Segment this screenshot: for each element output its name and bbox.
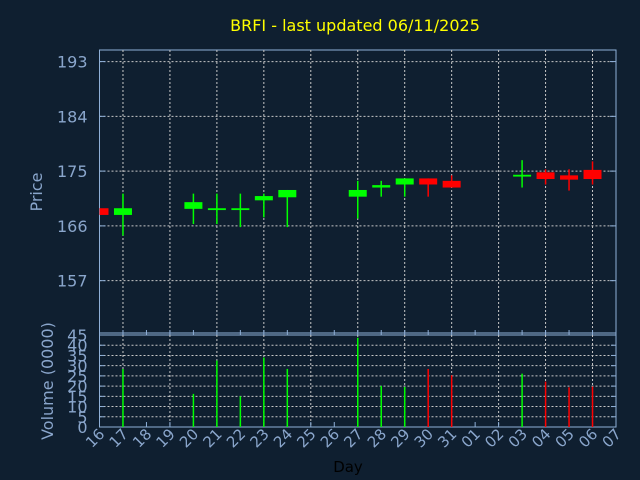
- volume-tick-label: 25: [67, 367, 87, 386]
- x-tick-label: 06: [575, 425, 601, 451]
- x-tick-label: 17: [106, 425, 132, 451]
- price-tick-label: 157: [57, 272, 88, 291]
- x-tick-label: 03: [505, 425, 531, 451]
- candle-body: [583, 169, 602, 180]
- x-tick-label: 04: [528, 425, 554, 451]
- candle-body: [442, 180, 461, 188]
- chart-title: BRFI - last updated 06/11/2025: [230, 16, 480, 35]
- x-tick-label: 02: [481, 425, 507, 451]
- x-tick-label: 19: [153, 425, 179, 451]
- candle-body: [372, 185, 391, 188]
- price-panel: 157 166 175 184 193: [57, 49, 617, 334]
- x-axis-label: Day: [333, 458, 363, 476]
- volume-tick-label: 10: [67, 398, 87, 417]
- x-tick-label: 05: [552, 425, 578, 451]
- x-tick-label: 28: [364, 425, 390, 451]
- volume-tick-label: 45: [67, 326, 87, 345]
- price-tick-label: 166: [57, 217, 88, 236]
- price-tick-label: 175: [57, 162, 88, 181]
- candle-body: [348, 189, 367, 197]
- price-axis-label: Price: [27, 172, 46, 211]
- x-tick-label: 22: [223, 425, 249, 451]
- candles: [99, 160, 602, 236]
- x-tick-label: 30: [411, 425, 437, 451]
- candle-body: [419, 178, 438, 185]
- candle-body: [560, 175, 579, 180]
- x-tick-label: 07: [599, 425, 625, 451]
- x-tick-label: 27: [340, 425, 366, 451]
- candle-body: [113, 208, 132, 215]
- volume-tick-label: 35: [67, 346, 87, 365]
- x-tick-label: 29: [387, 425, 413, 451]
- x-tick-label: 18: [129, 425, 155, 451]
- volume-tick-label: 5: [77, 408, 87, 427]
- candle-body: [536, 172, 555, 180]
- price-tick-label: 184: [57, 107, 88, 126]
- candle-body: [231, 208, 250, 211]
- candle-body: [395, 178, 414, 185]
- candle-body: [207, 208, 226, 211]
- price-tick-label: 193: [57, 53, 88, 72]
- volume-axis-label: Volume (0000): [38, 322, 57, 440]
- x-tick-label: 26: [317, 425, 343, 451]
- candle-body: [513, 174, 532, 177]
- x-tick-label: 01: [458, 425, 484, 451]
- x-tick-label: 25: [293, 425, 319, 451]
- volume-tick-label: 20: [67, 377, 87, 396]
- x-tick-label: 21: [199, 425, 225, 451]
- volume-panel: 0510152025303540451617181920212223242526…: [67, 326, 625, 451]
- volume-tick-label: 0: [77, 418, 87, 437]
- candle-body: [184, 202, 203, 209]
- candle-body: [254, 196, 273, 201]
- x-tick-label: 31: [434, 425, 460, 451]
- candle-body: [99, 208, 109, 215]
- candle-body: [278, 189, 297, 198]
- x-tick-label: 24: [270, 425, 296, 451]
- volume-tick-label: 40: [67, 336, 87, 355]
- volume-tick-label: 30: [67, 357, 87, 376]
- x-tick-label: 23: [246, 425, 272, 451]
- x-tick-label: 20: [176, 425, 202, 451]
- volume-tick-label: 15: [67, 387, 87, 406]
